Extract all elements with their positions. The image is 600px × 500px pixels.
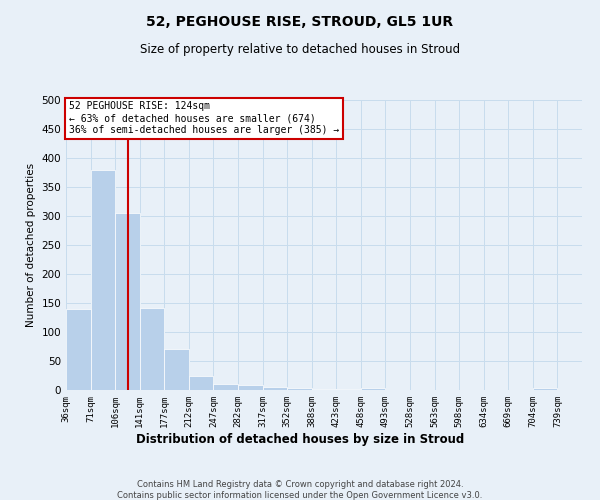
Text: 52, PEGHOUSE RISE, STROUD, GL5 1UR: 52, PEGHOUSE RISE, STROUD, GL5 1UR (146, 15, 454, 29)
Bar (140, 308, 164, 390)
Text: Contains HM Land Registry data © Crown copyright and database right 2024.
Contai: Contains HM Land Registry data © Crown c… (118, 480, 482, 500)
Bar (287, 388, 312, 390)
Text: Distribution of detached houses by size in Stroud: Distribution of detached houses by size … (136, 432, 464, 446)
Text: Size of property relative to detached houses in Stroud: Size of property relative to detached ho… (140, 42, 460, 56)
Bar (66, 309, 91, 390)
Bar (263, 386, 287, 390)
Bar (361, 388, 385, 390)
Y-axis label: Number of detached properties: Number of detached properties (26, 163, 36, 327)
Bar (533, 388, 557, 390)
Bar (214, 384, 238, 390)
Bar (189, 376, 214, 390)
Bar (115, 213, 140, 390)
Bar (91, 170, 115, 390)
Bar (164, 350, 189, 390)
Bar (238, 386, 263, 390)
Text: 52 PEGHOUSE RISE: 124sqm
← 63% of detached houses are smaller (674)
36% of semi-: 52 PEGHOUSE RISE: 124sqm ← 63% of detach… (68, 102, 339, 134)
Bar (312, 389, 336, 390)
